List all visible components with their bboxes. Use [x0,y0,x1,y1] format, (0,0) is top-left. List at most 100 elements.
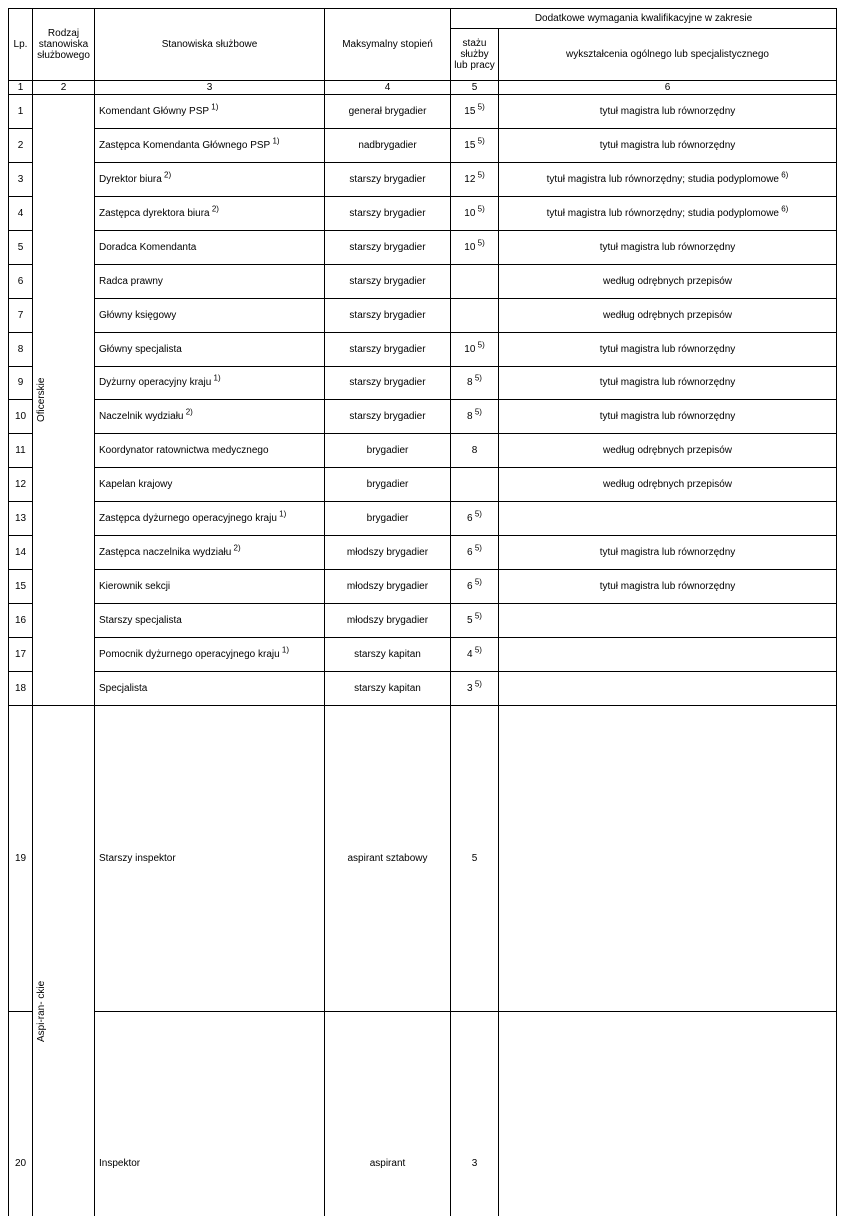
cell-lp: 7 [9,298,33,332]
cell-staz: 3 5) [451,671,499,705]
cell-max-stopien: brygadier [325,468,451,502]
cell-stanowisko: Doradca Komendanta [95,230,325,264]
cell-wyksztalcenie: tytuł magistra lub równorzędny [499,366,837,400]
header-wyksztalcenia: wykształcenia ogólnego lub specjalistycz… [499,29,837,81]
cell-staz: 6 5) [451,502,499,536]
table-row: 10Naczelnik wydziału 2)starszy brygadier… [9,400,837,434]
cell-lp: 5 [9,230,33,264]
cell-max-stopien: starszy brygadier [325,264,451,298]
table-row: 6Radca prawnystarszy brygadierwedług odr… [9,264,837,298]
cell-wyksztalcenie: według odrębnych przepisów [499,434,837,468]
cell-staz: 15 5) [451,128,499,162]
cell-stanowisko: Główny specjalista [95,332,325,366]
group-label: Oficerskie [33,95,95,706]
cell-staz: 8 5) [451,366,499,400]
cell-lp: 16 [9,604,33,638]
cell-staz: 8 5) [451,400,499,434]
cell-max-stopien: aspirant [325,1011,451,1216]
cell-max-stopien: brygadier [325,502,451,536]
cell-lp: 15 [9,570,33,604]
cell-stanowisko: Starszy inspektor [95,706,325,1012]
cell-lp: 1 [9,95,33,129]
cell-stanowisko: Dyrektor biura 2) [95,162,325,196]
cell-wyksztalcenie: tytuł magistra lub równorzędny [499,570,837,604]
table-row: 14 Zastępca naczelnika wydziału 2)młodszy… [9,536,837,570]
cell-stanowisko: Zastępca dyżurnego operacyjnego kraju 1) [95,502,325,536]
table-body: 1OficerskieKomendant Główny PSP 1)genera… [9,95,837,1216]
cell-stanowisko: Kierownik sekcji [95,570,325,604]
cell-staz: 8 [451,434,499,468]
table-row: 2Zastępca Komendanta Głównego PSP 1)nadb… [9,128,837,162]
cell-staz: 4 5) [451,638,499,672]
cell-staz [451,468,499,502]
table-row: 12Kapelan krajowybrygadierwedług odrębny… [9,468,837,502]
cell-lp: 9 [9,366,33,400]
table-row: 16Starszy specjalistamłodszy brygadier5 … [9,604,837,638]
cell-max-stopien: aspirant sztabowy [325,706,451,1012]
cell-stanowisko: Inspektor [95,1011,325,1216]
table-row: 5Doradca Komendantastarszy brygadier10 5… [9,230,837,264]
cell-wyksztalcenie: tytuł magistra lub równorzędny [499,95,837,129]
cell-max-stopien: młodszy brygadier [325,536,451,570]
cell-stanowisko: Zastępca dyrektora biura 2) [95,196,325,230]
cell-wyksztalcenie: tytuł magistra lub równorzędny [499,128,837,162]
table-row: 15Kierownik sekcjimłodszy brygadier6 5)t… [9,570,837,604]
colnum-4: 4 [325,81,451,95]
cell-lp: 13 [9,502,33,536]
cell-stanowisko: Kapelan krajowy [95,468,325,502]
cell-max-stopien: młodszy brygadier [325,570,451,604]
cell-wyksztalcenie: tytuł magistra lub równorzędny; studia p… [499,196,837,230]
cell-staz: 3 [451,1011,499,1216]
cell-max-stopien: nadbrygadier [325,128,451,162]
cell-lp: 8 [9,332,33,366]
table-row: 13 Zastępca dyżurnego operacyjnego kraju … [9,502,837,536]
cell-staz: 15 5) [451,95,499,129]
colnum-2: 2 [33,81,95,95]
cell-max-stopien: starszy brygadier [325,196,451,230]
cell-wyksztalcenie [499,706,837,1012]
cell-staz [451,298,499,332]
cell-max-stopien: starszy brygadier [325,366,451,400]
cell-staz: 5 [451,706,499,1012]
colnum-1: 1 [9,81,33,95]
cell-max-stopien: brygadier [325,434,451,468]
colnum-3: 3 [95,81,325,95]
cell-max-stopien: starszy brygadier [325,162,451,196]
qualifications-table: Lp. Rodzaj stanowiska służbowego Stanowi… [8,8,837,1216]
colnum-6: 6 [499,81,837,95]
cell-stanowisko: Starszy specjalista [95,604,325,638]
group-label: Aspi-ran- ckie [33,706,95,1216]
cell-stanowisko: Koordynator ratownictwa medycznego [95,434,325,468]
cell-lp: 14 [9,536,33,570]
cell-max-stopien: starszy brygadier [325,230,451,264]
cell-wyksztalcenie [499,604,837,638]
cell-stanowisko: Dyżurny operacyjny kraju 1) [95,366,325,400]
table-row: 7Główny księgowystarszy brygadierwedług … [9,298,837,332]
cell-lp: 17 [9,638,33,672]
cell-max-stopien: starszy kapitan [325,671,451,705]
cell-wyksztalcenie: tytuł magistra lub równorzędny [499,230,837,264]
table-row: 19Aspi-ran- ckieStarszy inspektoraspiran… [9,706,837,1012]
cell-stanowisko: Radca prawny [95,264,325,298]
cell-staz: 6 5) [451,536,499,570]
cell-stanowisko: Pomocnik dyżurnego operacyjnego kraju 1) [95,638,325,672]
table-row: 4Zastępca dyrektora biura 2)starszy bryg… [9,196,837,230]
table-row: 20Inspektoraspirant3 [9,1011,837,1216]
colnum-5: 5 [451,81,499,95]
cell-stanowisko: Komendant Główny PSP 1) [95,95,325,129]
cell-stanowisko: Zastępca Komendanta Głównego PSP 1) [95,128,325,162]
table-header: Lp. Rodzaj stanowiska służbowego Stanowi… [9,9,837,95]
cell-lp: 19 [9,706,33,1012]
table-row: 17 Pomocnik dyżurnego operacyjnego kraju … [9,638,837,672]
cell-lp: 12 [9,468,33,502]
cell-wyksztalcenie: według odrębnych przepisów [499,298,837,332]
table-row: 3Dyrektor biura 2)starszy brygadier12 5)… [9,162,837,196]
cell-max-stopien: starszy brygadier [325,332,451,366]
table-row: 8Główny specjalistastarszy brygadier10 5… [9,332,837,366]
cell-staz: 5 5) [451,604,499,638]
header-dodatkowe: Dodatkowe wymagania kwalifikacyjne w zak… [451,9,837,29]
header-maksymalny: Maksymalny stopień [325,9,451,81]
cell-stanowisko: Specjalista [95,671,325,705]
cell-wyksztalcenie [499,1011,837,1216]
cell-stanowisko: Zastępca naczelnika wydziału 2) [95,536,325,570]
